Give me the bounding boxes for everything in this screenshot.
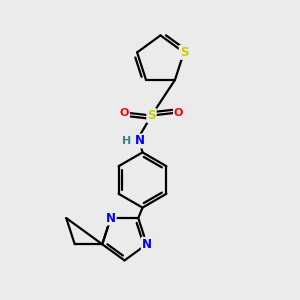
Text: N: N (142, 238, 152, 251)
Text: N: N (134, 134, 145, 148)
Text: N: N (106, 212, 116, 225)
Text: S: S (147, 109, 156, 122)
Text: O: O (174, 107, 183, 118)
Text: O: O (120, 107, 129, 118)
Text: S: S (180, 46, 188, 59)
Text: H: H (122, 136, 131, 146)
